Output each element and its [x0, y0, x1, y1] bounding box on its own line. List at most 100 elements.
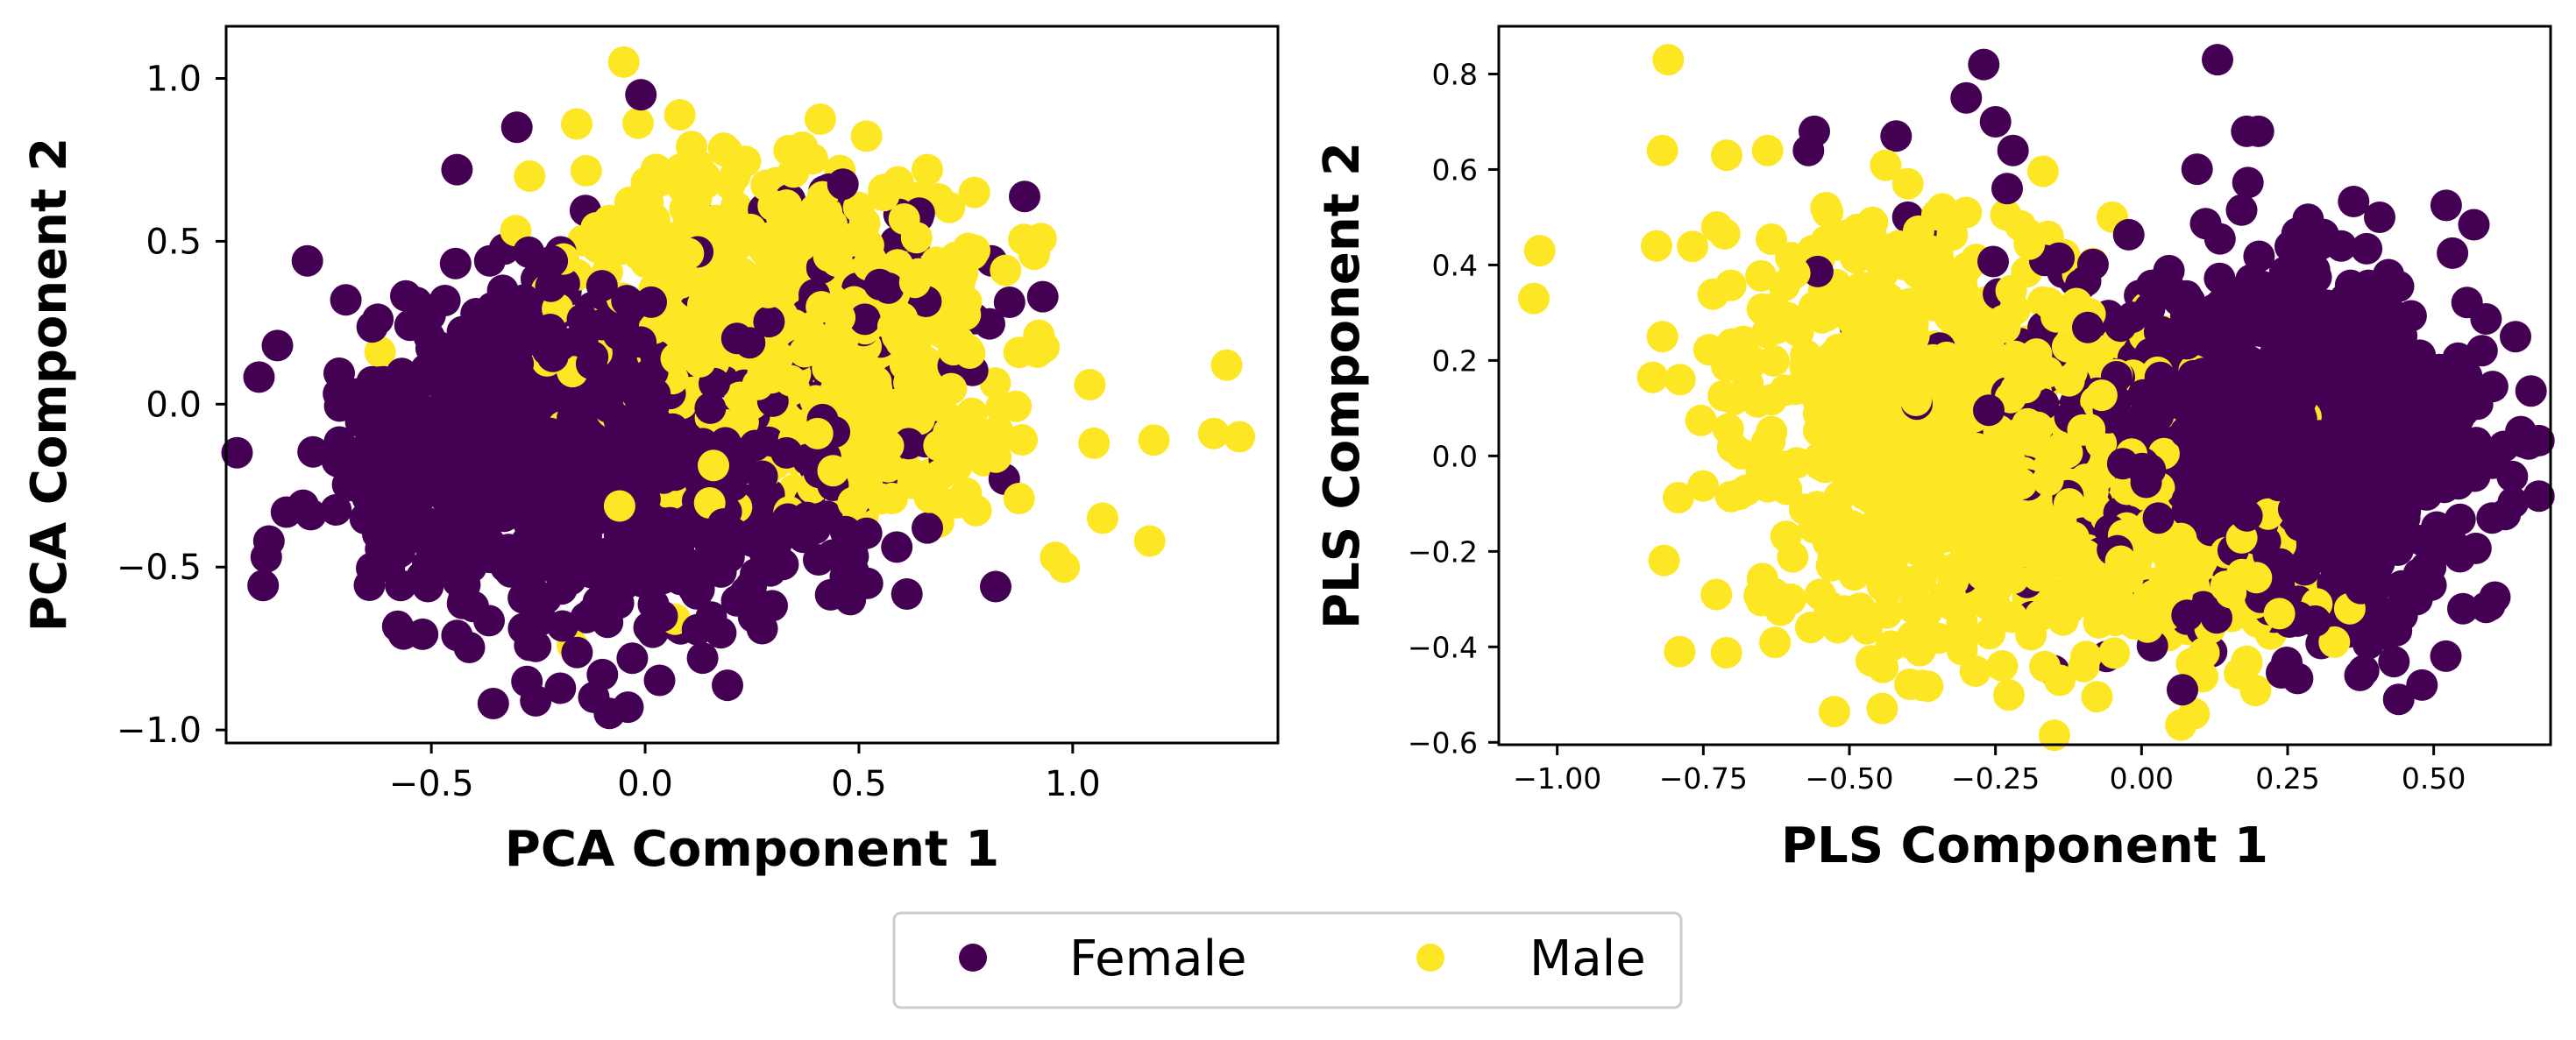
scatter-point-male — [698, 449, 729, 482]
scatter-point-male — [786, 131, 819, 163]
scatter-point-female — [439, 247, 472, 279]
scatter-point-male — [713, 168, 746, 201]
scatter-point-male — [2003, 508, 2034, 541]
scatter-point-female — [523, 520, 556, 553]
scatter-point-female — [2199, 300, 2231, 332]
scatter-point-male — [1812, 196, 1844, 229]
scatter-point-male — [1711, 350, 1742, 382]
y-tick-label: −0.2 — [1408, 534, 1478, 569]
scatter-point-female — [625, 326, 657, 358]
scatter-point-female — [2442, 342, 2474, 374]
scatter-point-female — [2299, 605, 2331, 637]
scatter-point-male — [1662, 482, 1694, 513]
scatter-point-female — [1950, 81, 1983, 114]
scatter-point-male — [2076, 588, 2108, 620]
scatter-point-male — [980, 441, 1012, 473]
scatter-point-male — [801, 417, 834, 449]
scatter-point-male — [1851, 544, 1884, 576]
scatter-point-male — [1707, 379, 1740, 412]
scatter-point-female — [2364, 202, 2395, 233]
scatter-point-female — [1880, 120, 1912, 152]
scatter-point-male — [912, 153, 943, 186]
x-tick-label: −0.25 — [1951, 761, 2040, 796]
scatter-point-male — [765, 237, 798, 269]
scatter-point-male — [874, 402, 906, 435]
scatter-point-female — [2269, 329, 2302, 362]
scatter-point-female — [486, 274, 519, 307]
scatter-point-male — [1999, 373, 2032, 406]
scatter-point-male — [1751, 134, 1784, 166]
scatter-point-male — [960, 494, 992, 527]
scatter-point-female — [2246, 378, 2278, 410]
scatter-point-male — [1959, 655, 1991, 687]
scatter-point-female — [2444, 503, 2476, 535]
scatter-point-female — [2225, 194, 2258, 226]
scatter-point-female — [2346, 296, 2379, 329]
scatter-point-female — [2430, 640, 2462, 672]
scatter-point-female — [686, 642, 719, 675]
scatter-point-female — [2451, 287, 2483, 319]
scatter-point-male — [1648, 544, 1680, 577]
scatter-point-female — [602, 557, 635, 590]
scatter-point-male — [1742, 386, 1774, 418]
scatter-point-male — [1946, 605, 1978, 638]
scatter-point-female — [407, 618, 439, 650]
scatter-point-male — [1866, 570, 1898, 602]
scatter-point-male — [898, 266, 931, 299]
scatter-point-male — [935, 372, 968, 405]
scatter-point-male — [2033, 287, 2065, 319]
scatter-point-male — [364, 336, 396, 368]
pls-y-axis-title: PLS Component 2 — [1314, 142, 1371, 629]
scatter-point-male — [2026, 155, 2059, 187]
scatter-point-male — [1866, 692, 1898, 725]
scatter-point-female — [625, 79, 657, 111]
scatter-point-female — [495, 341, 528, 373]
scatter-point-male — [1780, 447, 1813, 479]
scatter-point-female — [2381, 534, 2414, 566]
scatter-point-female — [2112, 218, 2145, 251]
scatter-point-male — [2263, 598, 2296, 630]
scatter-point-female — [1977, 245, 2009, 278]
scatter-point-male — [1003, 483, 1035, 514]
scatter-point-male — [1898, 320, 1930, 352]
scatter-point-female — [2326, 466, 2359, 499]
scatter-point-female — [536, 340, 569, 372]
scatter-point-female — [611, 285, 643, 317]
scatter-point-male — [1021, 336, 1054, 368]
scatter-point-female — [739, 429, 771, 462]
pls-ticks: −1.00 −0.75 −0.50 −0.25 0.00 0.25 0.50 −0.6 −0.4… — [1408, 57, 2466, 796]
scatter-point-male — [2051, 330, 2083, 363]
scatter-point-male — [1641, 230, 1672, 262]
scatter-point-male — [805, 291, 838, 323]
y-tick-label: −0.5 — [117, 548, 202, 588]
scatter-point-female — [430, 539, 463, 571]
scatter-point-male — [813, 240, 845, 272]
scatter-point-female — [2423, 409, 2456, 442]
scatter-point-male — [889, 349, 921, 381]
scatter-point-female — [633, 612, 665, 644]
scatter-point-male — [1714, 480, 1747, 513]
scatter-point-female — [291, 244, 323, 277]
scatter-point-male — [1891, 468, 1922, 500]
scatter-point-female — [337, 441, 370, 472]
scatter-point-female — [1997, 134, 2029, 166]
scatter-point-female — [455, 361, 487, 393]
scatter-point-female — [2274, 396, 2307, 428]
scatter-point-male — [2005, 468, 2037, 500]
scatter-point-male — [1885, 534, 1918, 566]
scatter-point-female — [712, 669, 743, 702]
scatter-point-female — [631, 515, 664, 547]
scatter-point-female — [633, 369, 665, 401]
scatter-point-male — [1664, 635, 1696, 668]
scatter-point-female — [891, 578, 923, 610]
scatter-point-male — [1808, 510, 1841, 542]
scatter-point-female — [2202, 44, 2233, 76]
scatter-point-female — [562, 527, 594, 560]
scatter-point-male — [949, 299, 982, 330]
scatter-point-male — [1048, 551, 1081, 584]
scatter-point-female — [2338, 186, 2370, 217]
scatter-point-male — [1989, 311, 2021, 343]
scatter-point-female — [2290, 446, 2323, 478]
scatter-point-female — [2292, 203, 2324, 236]
scatter-point-male — [990, 254, 1022, 287]
